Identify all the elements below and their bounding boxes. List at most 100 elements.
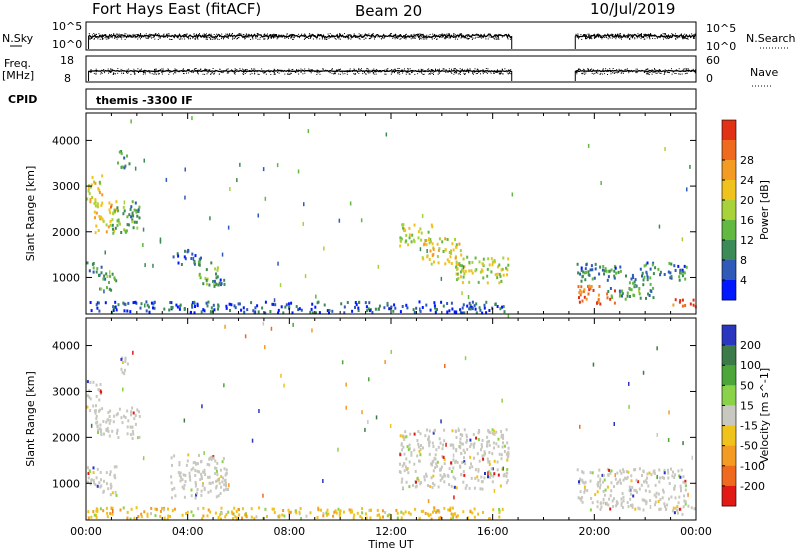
freq-dot [500,73,501,74]
data-cell [496,468,499,472]
colorbar-tick-label: 12 [740,234,754,247]
data-cell [439,441,442,445]
freq-dot [287,73,288,75]
data-cell [264,311,267,315]
data-cell [416,454,419,458]
data-cell [240,308,243,312]
freq-dot [510,73,512,75]
nsky-dot [397,35,399,37]
data-cell [462,269,465,273]
data-cell [215,282,218,286]
freq-dot [257,73,259,75]
data-cell [215,486,218,490]
data-cell [95,513,97,517]
data-cell [117,218,120,222]
freq-dot [417,73,419,75]
nsky-dot [410,38,412,40]
nsky-dot [291,34,293,36]
nsky-dot [222,37,224,39]
freq-dot [126,69,128,71]
nsky-dot [167,36,168,38]
data-cell [100,428,103,432]
nsky-dot [134,35,136,37]
data-cell [126,510,129,514]
nsky-dot [389,36,391,38]
nsky-dot [685,37,687,39]
nsky-dot [663,33,665,35]
freq-dot [368,69,370,71]
data-cell [430,476,433,480]
data-cell [96,507,99,511]
data-cell [176,252,179,256]
data-cell [583,271,586,275]
data-cell [131,200,134,204]
data-cell [399,236,402,240]
data-cell [435,462,438,466]
nsky-dot [348,37,350,39]
data-cell [670,276,673,280]
freq-dot [161,72,163,74]
freq-dot [463,73,465,75]
data-cell [92,270,95,274]
data-cell [406,445,409,449]
cpid-label: CPID [8,93,37,106]
nsky-dot [487,38,489,40]
data-cell [270,326,273,331]
data-cell [663,273,666,276]
freq-dot [424,71,426,73]
data-cell [433,483,436,487]
data-cell [320,508,322,512]
nsky-dot [637,33,639,35]
data-cell [217,303,220,307]
nsky-dot [113,33,115,35]
data-cell [692,303,695,307]
data-cell [506,468,509,471]
freq-dot [338,68,340,70]
nsky-dot [466,38,468,40]
data-cell [178,463,181,467]
nsky-dot [577,34,579,36]
freq-dot [655,69,657,71]
data-cell [123,302,126,306]
data-cell [266,515,268,518]
colorbar-segment [722,160,736,181]
freq-dot [595,70,597,72]
nsky-dot [477,34,479,36]
data-cell [194,254,197,258]
data-cell [475,311,478,315]
data-cell [452,458,455,462]
data-cell [116,223,119,227]
freq-dot [423,73,425,75]
data-cell [217,283,220,287]
data-cell [189,478,192,482]
data-cell [292,322,294,327]
freq-dot [658,71,660,73]
data-cell [677,511,679,515]
data-cell [491,260,494,264]
data-cell [278,514,281,518]
nsky-dot [468,37,470,39]
data-cell [369,508,372,512]
data-cell [395,508,398,512]
data-cell [113,229,116,233]
freq-dot [251,68,253,70]
freq-dot [215,70,217,72]
freq-dot [430,73,431,75]
data-cell [676,508,679,512]
data-cell [97,301,100,305]
data-cell [182,487,185,491]
nsky-dot [644,38,646,40]
nsky-dot [162,35,164,37]
nsky-dot [356,35,358,37]
data-cell [150,512,152,516]
freq-dot [288,68,290,70]
nsky-dot [287,36,288,38]
data-cell [183,255,186,259]
data-cell [607,473,610,477]
freq-dot [133,70,135,72]
freq-dot [578,68,580,70]
data-cell [612,497,615,501]
data-cell [439,467,442,471]
freq-dot [507,73,509,75]
data-cell [474,468,477,472]
